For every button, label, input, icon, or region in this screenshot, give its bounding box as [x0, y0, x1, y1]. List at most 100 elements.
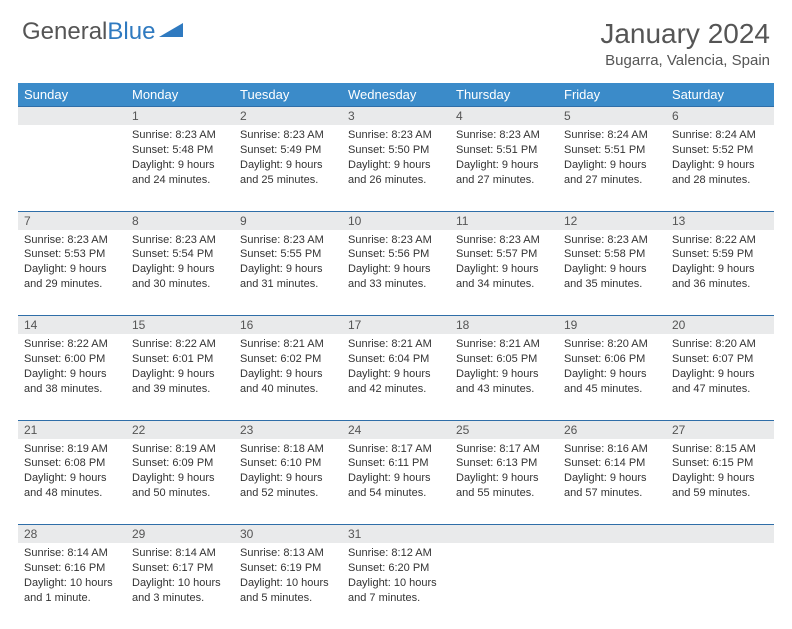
- logo-text-blue: Blue: [107, 18, 155, 46]
- header: GeneralBlue January 2024 Bugarra, Valenc…: [0, 0, 792, 77]
- logo: GeneralBlue: [22, 18, 185, 46]
- day-cell: Sunrise: 8:21 AMSunset: 6:05 PMDaylight:…: [450, 334, 558, 420]
- weekday-header: Sunday: [18, 83, 126, 107]
- day-cell: Sunrise: 8:20 AMSunset: 6:06 PMDaylight:…: [558, 334, 666, 420]
- day-number-row: 78910111213: [18, 211, 774, 230]
- sunrise-text: Sunrise: 8:23 AM: [348, 233, 444, 248]
- sunrise-text: Sunrise: 8:21 AM: [240, 337, 336, 352]
- day-number: 14: [18, 316, 126, 335]
- daylight-text: Daylight: 9 hours and 34 minutes.: [456, 262, 552, 292]
- sunset-text: Sunset: 6:09 PM: [132, 456, 228, 471]
- weekday-header: Friday: [558, 83, 666, 107]
- daylight-text: Daylight: 9 hours and 30 minutes.: [132, 262, 228, 292]
- sunrise-text: Sunrise: 8:14 AM: [132, 546, 228, 561]
- day-number: 27: [666, 420, 774, 439]
- sunset-text: Sunset: 6:06 PM: [564, 352, 660, 367]
- day-content-row: Sunrise: 8:22 AMSunset: 6:00 PMDaylight:…: [18, 334, 774, 420]
- day-number: [18, 107, 126, 126]
- sunrise-text: Sunrise: 8:24 AM: [564, 128, 660, 143]
- weekday-header: Tuesday: [234, 83, 342, 107]
- day-number: 24: [342, 420, 450, 439]
- day-number: 18: [450, 316, 558, 335]
- day-cell: Sunrise: 8:19 AMSunset: 6:08 PMDaylight:…: [18, 439, 126, 525]
- day-cell: Sunrise: 8:14 AMSunset: 6:17 PMDaylight:…: [126, 543, 234, 629]
- sunrise-text: Sunrise: 8:13 AM: [240, 546, 336, 561]
- daylight-text: Daylight: 9 hours and 27 minutes.: [564, 158, 660, 188]
- day-cell: [558, 543, 666, 629]
- sunset-text: Sunset: 5:51 PM: [564, 143, 660, 158]
- sunrise-text: Sunrise: 8:24 AM: [672, 128, 768, 143]
- day-number-row: 123456: [18, 107, 774, 126]
- sunrise-text: Sunrise: 8:23 AM: [456, 233, 552, 248]
- day-number-row: 28293031: [18, 525, 774, 544]
- sunset-text: Sunset: 6:17 PM: [132, 561, 228, 576]
- sunset-text: Sunset: 6:07 PM: [672, 352, 768, 367]
- day-number: 17: [342, 316, 450, 335]
- day-cell: Sunrise: 8:24 AMSunset: 5:51 PMDaylight:…: [558, 125, 666, 211]
- page-title: January 2024: [600, 18, 770, 50]
- day-number: 30: [234, 525, 342, 544]
- sunset-text: Sunset: 5:59 PM: [672, 247, 768, 262]
- day-cell: [666, 543, 774, 629]
- sunrise-text: Sunrise: 8:21 AM: [456, 337, 552, 352]
- daylight-text: Daylight: 9 hours and 27 minutes.: [456, 158, 552, 188]
- day-content-row: Sunrise: 8:23 AMSunset: 5:48 PMDaylight:…: [18, 125, 774, 211]
- sunrise-text: Sunrise: 8:20 AM: [564, 337, 660, 352]
- day-number: 29: [126, 525, 234, 544]
- day-cell: Sunrise: 8:22 AMSunset: 5:59 PMDaylight:…: [666, 230, 774, 316]
- daylight-text: Daylight: 9 hours and 52 minutes.: [240, 471, 336, 501]
- daylight-text: Daylight: 10 hours and 5 minutes.: [240, 576, 336, 606]
- sunset-text: Sunset: 5:51 PM: [456, 143, 552, 158]
- day-number: 22: [126, 420, 234, 439]
- day-cell: Sunrise: 8:17 AMSunset: 6:13 PMDaylight:…: [450, 439, 558, 525]
- daylight-text: Daylight: 9 hours and 35 minutes.: [564, 262, 660, 292]
- day-cell: Sunrise: 8:17 AMSunset: 6:11 PMDaylight:…: [342, 439, 450, 525]
- day-cell: Sunrise: 8:18 AMSunset: 6:10 PMDaylight:…: [234, 439, 342, 525]
- day-cell: Sunrise: 8:23 AMSunset: 5:53 PMDaylight:…: [18, 230, 126, 316]
- daylight-text: Daylight: 9 hours and 59 minutes.: [672, 471, 768, 501]
- day-number: [450, 525, 558, 544]
- sunrise-text: Sunrise: 8:14 AM: [24, 546, 120, 561]
- day-cell: Sunrise: 8:23 AMSunset: 5:56 PMDaylight:…: [342, 230, 450, 316]
- day-cell: Sunrise: 8:16 AMSunset: 6:14 PMDaylight:…: [558, 439, 666, 525]
- day-number: 1: [126, 107, 234, 126]
- day-number: 11: [450, 211, 558, 230]
- sunrise-text: Sunrise: 8:12 AM: [348, 546, 444, 561]
- day-number: 8: [126, 211, 234, 230]
- day-number: [666, 525, 774, 544]
- daylight-text: Daylight: 9 hours and 25 minutes.: [240, 158, 336, 188]
- day-number: [558, 525, 666, 544]
- sunset-text: Sunset: 5:54 PM: [132, 247, 228, 262]
- sunset-text: Sunset: 6:16 PM: [24, 561, 120, 576]
- daylight-text: Daylight: 9 hours and 50 minutes.: [132, 471, 228, 501]
- daylight-text: Daylight: 9 hours and 54 minutes.: [348, 471, 444, 501]
- day-number-row: 21222324252627: [18, 420, 774, 439]
- sunset-text: Sunset: 5:58 PM: [564, 247, 660, 262]
- sunset-text: Sunset: 6:02 PM: [240, 352, 336, 367]
- weekday-header: Monday: [126, 83, 234, 107]
- daylight-text: Daylight: 9 hours and 57 minutes.: [564, 471, 660, 501]
- sunset-text: Sunset: 6:13 PM: [456, 456, 552, 471]
- daylight-text: Daylight: 9 hours and 31 minutes.: [240, 262, 336, 292]
- sunset-text: Sunset: 6:04 PM: [348, 352, 444, 367]
- sunrise-text: Sunrise: 8:21 AM: [348, 337, 444, 352]
- day-number: 26: [558, 420, 666, 439]
- sunset-text: Sunset: 6:19 PM: [240, 561, 336, 576]
- day-number: 3: [342, 107, 450, 126]
- daylight-text: Daylight: 9 hours and 43 minutes.: [456, 367, 552, 397]
- sunrise-text: Sunrise: 8:23 AM: [240, 233, 336, 248]
- daylight-text: Daylight: 9 hours and 48 minutes.: [24, 471, 120, 501]
- day-cell: Sunrise: 8:12 AMSunset: 6:20 PMDaylight:…: [342, 543, 450, 629]
- day-cell: Sunrise: 8:22 AMSunset: 6:00 PMDaylight:…: [18, 334, 126, 420]
- day-content-row: Sunrise: 8:23 AMSunset: 5:53 PMDaylight:…: [18, 230, 774, 316]
- day-cell: Sunrise: 8:23 AMSunset: 5:50 PMDaylight:…: [342, 125, 450, 211]
- daylight-text: Daylight: 9 hours and 45 minutes.: [564, 367, 660, 397]
- daylight-text: Daylight: 10 hours and 7 minutes.: [348, 576, 444, 606]
- sunset-text: Sunset: 5:56 PM: [348, 247, 444, 262]
- sunrise-text: Sunrise: 8:22 AM: [672, 233, 768, 248]
- sunset-text: Sunset: 6:01 PM: [132, 352, 228, 367]
- sunrise-text: Sunrise: 8:23 AM: [348, 128, 444, 143]
- weekday-header: Thursday: [450, 83, 558, 107]
- daylight-text: Daylight: 9 hours and 47 minutes.: [672, 367, 768, 397]
- day-cell: Sunrise: 8:24 AMSunset: 5:52 PMDaylight:…: [666, 125, 774, 211]
